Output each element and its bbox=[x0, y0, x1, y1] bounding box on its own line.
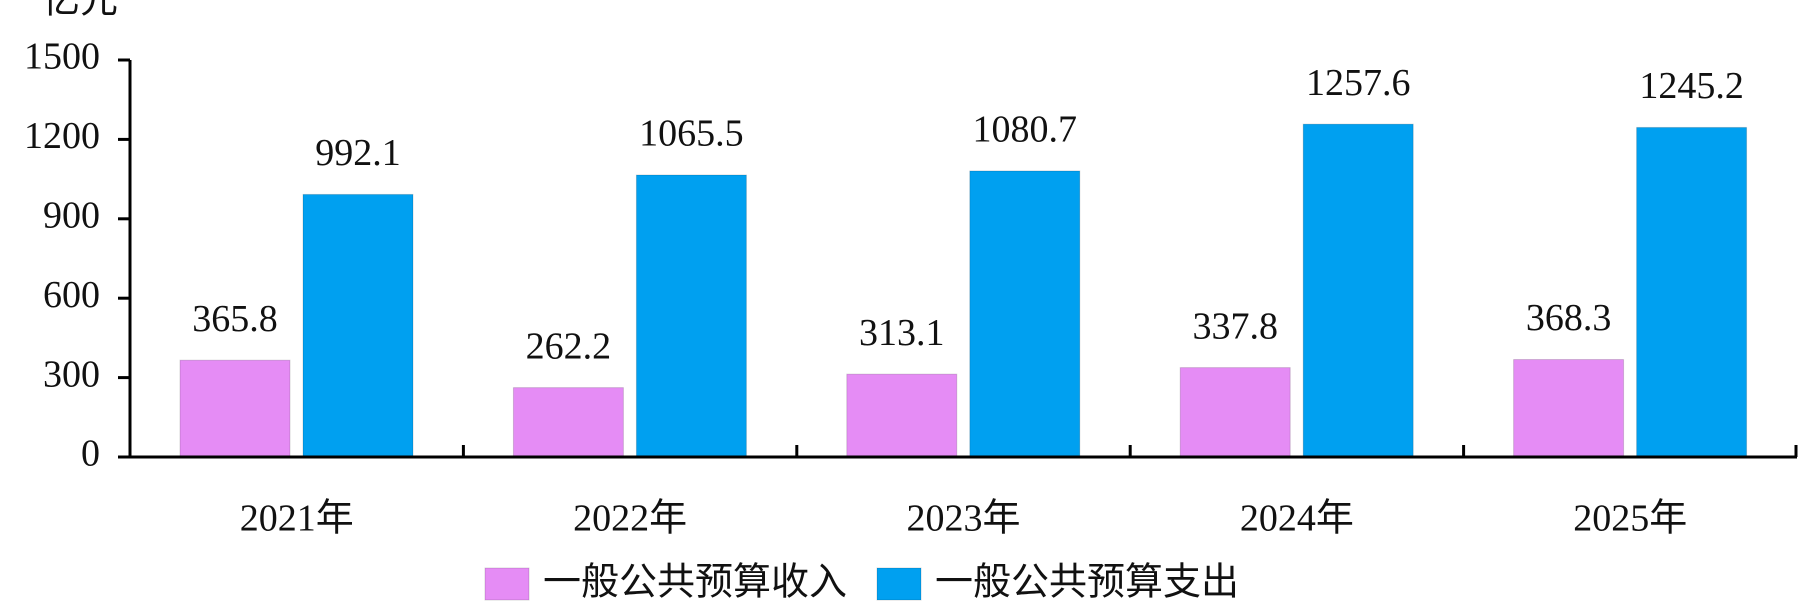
data-label: 262.2 bbox=[526, 325, 612, 367]
bar bbox=[512, 387, 624, 458]
bar bbox=[846, 373, 958, 458]
bar bbox=[179, 359, 291, 458]
legend-label: 一般公共预算收入 bbox=[543, 562, 847, 604]
x-tick-label: 2024年 bbox=[1240, 498, 1354, 540]
data-label: 1245.2 bbox=[1639, 65, 1744, 107]
y-tick-label: 0 bbox=[81, 433, 100, 475]
bar bbox=[1302, 123, 1414, 458]
bar bbox=[1179, 367, 1291, 458]
y-axis-label: 亿元 bbox=[42, 0, 118, 22]
legend-swatch bbox=[484, 567, 530, 601]
x-tick-label: 2025年 bbox=[1573, 498, 1687, 540]
data-label: 313.1 bbox=[859, 312, 945, 354]
y-tick-label: 900 bbox=[43, 195, 100, 237]
x-tick-label: 2021年 bbox=[240, 498, 354, 540]
data-label: 1080.7 bbox=[973, 109, 1078, 151]
y-tick-label: 300 bbox=[43, 353, 100, 395]
data-label: 365.8 bbox=[192, 298, 278, 340]
data-label: 1065.5 bbox=[639, 113, 744, 155]
data-label: 992.1 bbox=[315, 132, 401, 174]
bar bbox=[302, 193, 414, 458]
y-tick-label: 600 bbox=[43, 274, 100, 316]
legend-swatch bbox=[876, 567, 922, 601]
data-label: 368.3 bbox=[1526, 297, 1612, 339]
bar bbox=[1513, 359, 1625, 458]
bar bbox=[969, 170, 1081, 458]
y-tick-label: 1500 bbox=[24, 36, 100, 78]
y-tick-label: 1200 bbox=[24, 115, 100, 157]
bar bbox=[1636, 126, 1748, 458]
bar bbox=[635, 174, 747, 458]
legend-label: 一般公共预算支出 bbox=[935, 562, 1239, 604]
x-tick-label: 2022年 bbox=[573, 498, 687, 540]
data-label: 1257.6 bbox=[1306, 62, 1411, 104]
data-label: 337.8 bbox=[1192, 305, 1278, 347]
x-tick-label: 2023年 bbox=[906, 498, 1020, 540]
